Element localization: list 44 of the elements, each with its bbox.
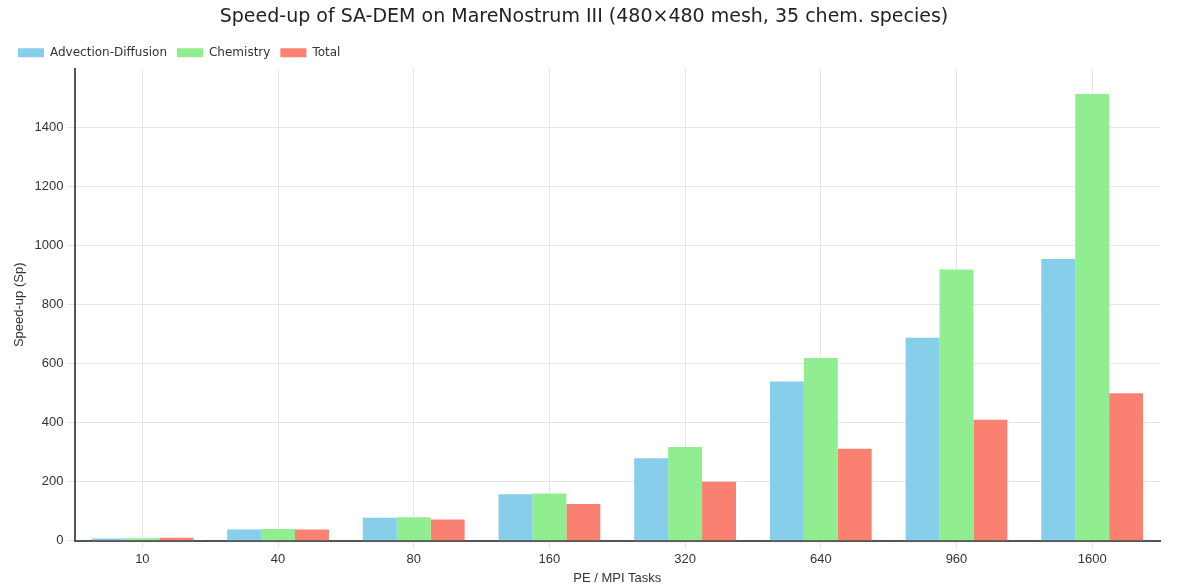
x-tick-label: 10	[135, 551, 150, 567]
bar	[396, 517, 431, 541]
y-tick-label: 600	[41, 355, 64, 371]
y-tick-label: 1000	[34, 237, 64, 253]
bar	[566, 503, 601, 541]
bar	[769, 381, 804, 541]
bar	[1109, 393, 1144, 541]
y-tick-label: 1400	[34, 119, 64, 135]
x-tick-label: 160	[538, 551, 561, 567]
x-tick-label: 1600	[1077, 551, 1107, 567]
bar	[837, 448, 872, 541]
bar	[905, 337, 940, 541]
bar	[1075, 93, 1110, 541]
x-tick-label: 40	[270, 551, 286, 567]
bar	[634, 458, 669, 541]
y-tick-label: 1200	[34, 178, 64, 194]
y-axis-title: Speed-up (Sp)	[11, 262, 27, 348]
bar	[939, 269, 974, 541]
bar	[973, 419, 1008, 541]
y-tick-label: 0	[56, 532, 64, 548]
x-axis-title: PE / MPI Tasks	[573, 569, 662, 585]
bar	[125, 538, 160, 541]
bar	[261, 529, 296, 541]
x-tick-label: 320	[674, 551, 696, 567]
bar	[803, 357, 838, 541]
legend-label: Total	[311, 44, 341, 59]
y-tick-label: 200	[41, 473, 64, 489]
bar	[430, 519, 465, 541]
bar	[362, 517, 397, 541]
x-tick-label: 960	[945, 551, 968, 567]
bar	[532, 493, 567, 541]
bar	[227, 529, 262, 541]
x-tick-label: 640	[809, 551, 832, 567]
bar	[668, 446, 703, 541]
bar	[702, 481, 736, 541]
bar	[295, 529, 329, 541]
chart-title: Speed-up of SA-DEM on MareNostrum III (480×480 mesh, 35 chem. species)	[219, 4, 949, 27]
legend-label: Chemistry	[208, 44, 271, 59]
y-tick-label: 800	[41, 296, 64, 312]
bar	[1041, 259, 1076, 541]
y-tick-label: 400	[41, 414, 64, 430]
legend-label: Advection-Diffusion	[50, 44, 167, 59]
x-tick-label: 80	[406, 551, 421, 567]
bar	[498, 494, 533, 541]
